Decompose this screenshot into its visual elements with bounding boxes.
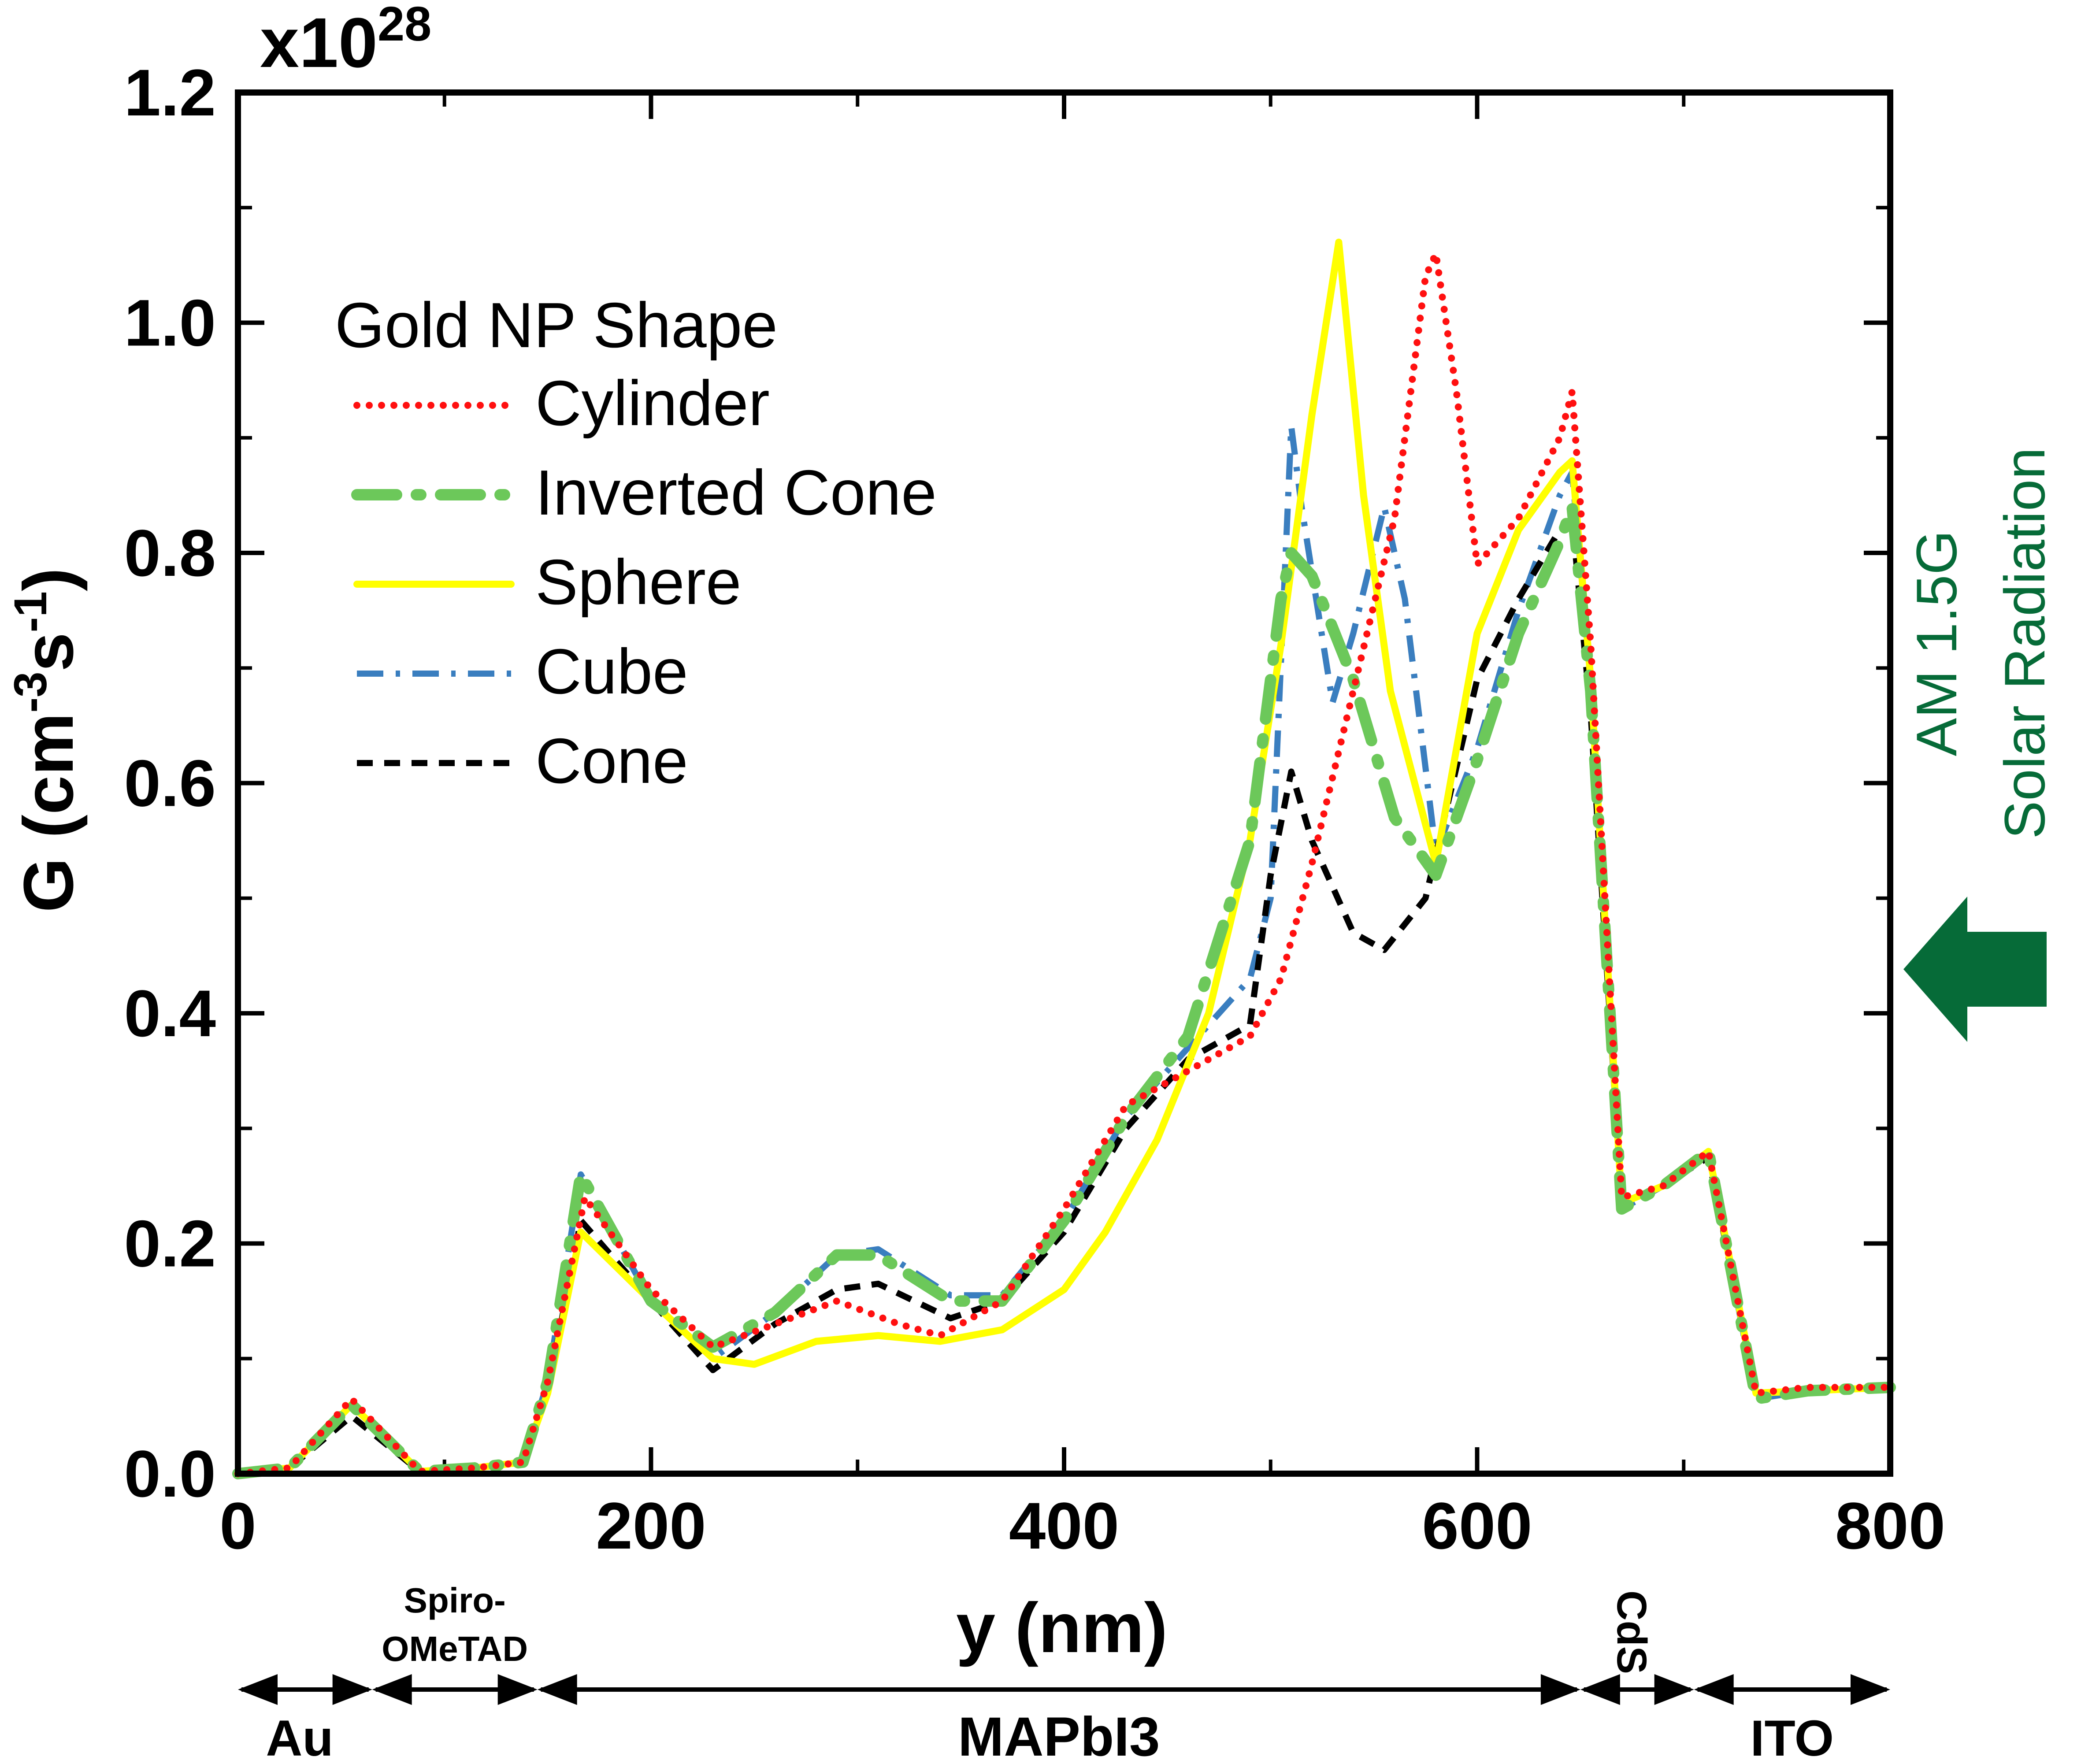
layer-arrowhead bbox=[372, 1674, 412, 1705]
y-tick-label: 0.0 bbox=[124, 1437, 216, 1511]
y-tick-label: 0.4 bbox=[124, 976, 216, 1050]
series-line-inverted-cone bbox=[232, 501, 1896, 1479]
tick-labels: 0 200 400 600 800 0.0 0.2 0.4 0.6 0.8 1.0 1.2 bbox=[124, 56, 1945, 1563]
x-tick-label: 0 bbox=[219, 1489, 256, 1563]
device-layers: Au Spiro-OMeTAD MAPbI3 CdS ITO bbox=[238, 1581, 1890, 1764]
layer-label: ITO bbox=[1751, 1710, 1834, 1764]
layer-arrowhead bbox=[1580, 1674, 1620, 1705]
y-tick-label: 0.6 bbox=[124, 746, 216, 820]
series-line-sphere bbox=[234, 238, 1894, 1477]
y-tick-label: 0.8 bbox=[124, 516, 216, 590]
legend-label: Cone bbox=[535, 725, 688, 797]
y-multiplier: x1028 bbox=[260, 0, 431, 82]
legend-label: Inverted Cone bbox=[535, 457, 937, 528]
x-tick-label: 800 bbox=[1835, 1489, 1945, 1563]
legend-label: Sphere bbox=[535, 546, 742, 618]
layer-label: MAPbI3 bbox=[958, 1706, 1160, 1764]
legend-title: Gold NP Shape bbox=[335, 289, 778, 361]
legend-label: Cylinder bbox=[535, 367, 770, 439]
series-lines bbox=[232, 238, 1896, 1479]
y-axis-title: G (cm-3s-1) bbox=[5, 568, 88, 912]
x-tick-label: 400 bbox=[1009, 1489, 1119, 1563]
legend: Gold NP Shape Cylinder Inverted Cone Spher… bbox=[335, 289, 937, 797]
layer-arrowhead bbox=[1694, 1674, 1734, 1705]
layer-arrowhead bbox=[332, 1674, 372, 1705]
layer-arrowhead bbox=[238, 1674, 278, 1705]
y-tick-label: 0.2 bbox=[124, 1207, 216, 1281]
y-tick-label: 1.0 bbox=[124, 286, 216, 360]
x-tick-label: 600 bbox=[1422, 1489, 1532, 1563]
x-axis-title: y (nm) bbox=[956, 1588, 1168, 1667]
legend-label: Cube bbox=[535, 636, 688, 707]
solar-radiation-indicator: AM 1.5G Solar Radiation bbox=[1903, 448, 2057, 1042]
radiation-arrow-icon bbox=[1903, 897, 2047, 1042]
layer-arrowhead bbox=[537, 1674, 577, 1705]
layer-label: Au bbox=[266, 1710, 333, 1764]
plot-frame bbox=[235, 89, 1893, 1477]
layer-label: CdS bbox=[1608, 1590, 1655, 1674]
layer-arrowhead bbox=[1654, 1674, 1694, 1705]
y-tick-label: 1.2 bbox=[124, 56, 216, 130]
x-tick-label: 200 bbox=[596, 1489, 706, 1563]
layer-label: Spiro-OMeTAD bbox=[382, 1581, 528, 1668]
radiation-label-line1: AM 1.5G bbox=[1904, 530, 1969, 756]
layer-arrowhead bbox=[1540, 1674, 1580, 1705]
series-line-cylinder bbox=[234, 250, 1894, 1477]
layer-arrowhead bbox=[1851, 1674, 1890, 1705]
series-line-cone bbox=[237, 515, 1891, 1477]
radiation-label-line2: Solar Radiation bbox=[1992, 448, 2057, 839]
layer-arrowhead bbox=[497, 1674, 538, 1705]
